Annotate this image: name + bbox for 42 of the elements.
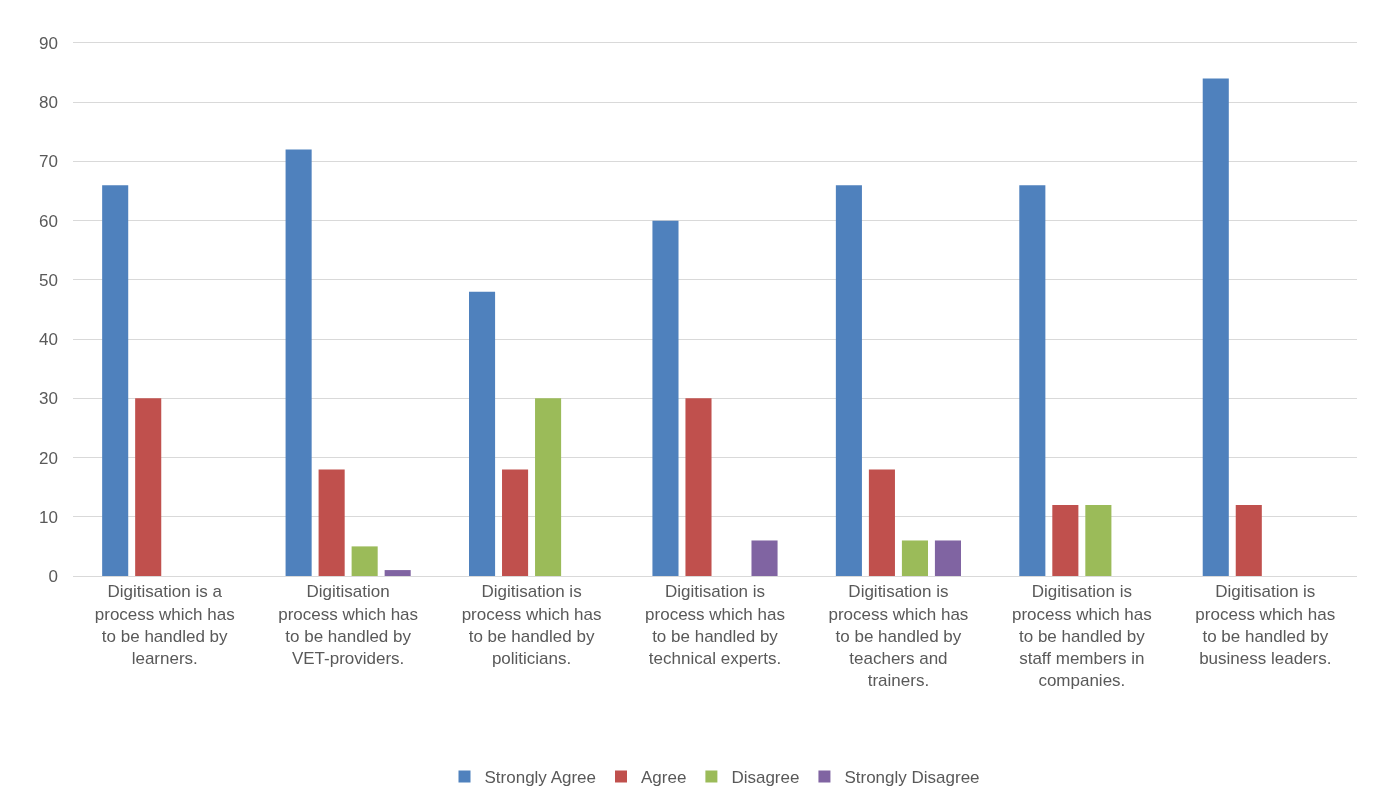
y-tick-label: 50 [39,270,58,290]
bar [835,185,862,576]
y-tick-label: 20 [39,448,58,468]
legend-label: Disagree [731,768,800,788]
legend-label: Agree [641,768,687,788]
bar [1019,185,1046,576]
y-tick-label: 70 [39,152,58,172]
bar [384,570,411,576]
bar [1052,504,1079,576]
bar [135,398,162,576]
bar [318,469,345,576]
y-tick-label: 90 [39,33,58,53]
bar [502,469,529,576]
bar [1235,504,1262,576]
bar [934,540,961,576]
y-tick-label: 60 [39,211,58,231]
x-tick-label: Digitisation is process which has to be handled by staff members in companies. [1011,582,1152,690]
bar [1202,78,1229,576]
bar [751,540,778,576]
bar [285,149,312,576]
bar [901,540,928,576]
bar [469,291,496,576]
legend-label: Strongly Agree [484,768,597,788]
bar [1085,504,1112,576]
x-tick-label: Digitisation is a process which has to be handled by learners. [94,582,235,668]
x-tick-label: Digitisation is process which has to be handled by technical experts. [645,582,785,668]
y-tick-label: 10 [39,507,58,527]
x-tick-label: Digitisation is process which has to be handled by politicians. [461,582,602,668]
bar [351,546,378,576]
bar [102,185,129,576]
y-tick-label: 40 [39,330,58,350]
legend-label: Strongly Disagree [844,768,980,788]
bar [652,220,679,576]
x-tick-label: Digitisation process which has to be handled by VET-providers. [278,582,419,668]
y-tick-label: 80 [39,93,58,113]
y-tick-label: 0 [48,566,58,586]
x-tick-label: Digitisation is process which has to be handled by business leaders. [1195,582,1336,668]
bar [685,398,712,576]
x-tick-label: Digitisation is process which has to be handled by teachers and trainers. [828,582,969,690]
y-tick-label: 30 [39,389,58,409]
bar [535,398,562,576]
bar [868,469,895,576]
